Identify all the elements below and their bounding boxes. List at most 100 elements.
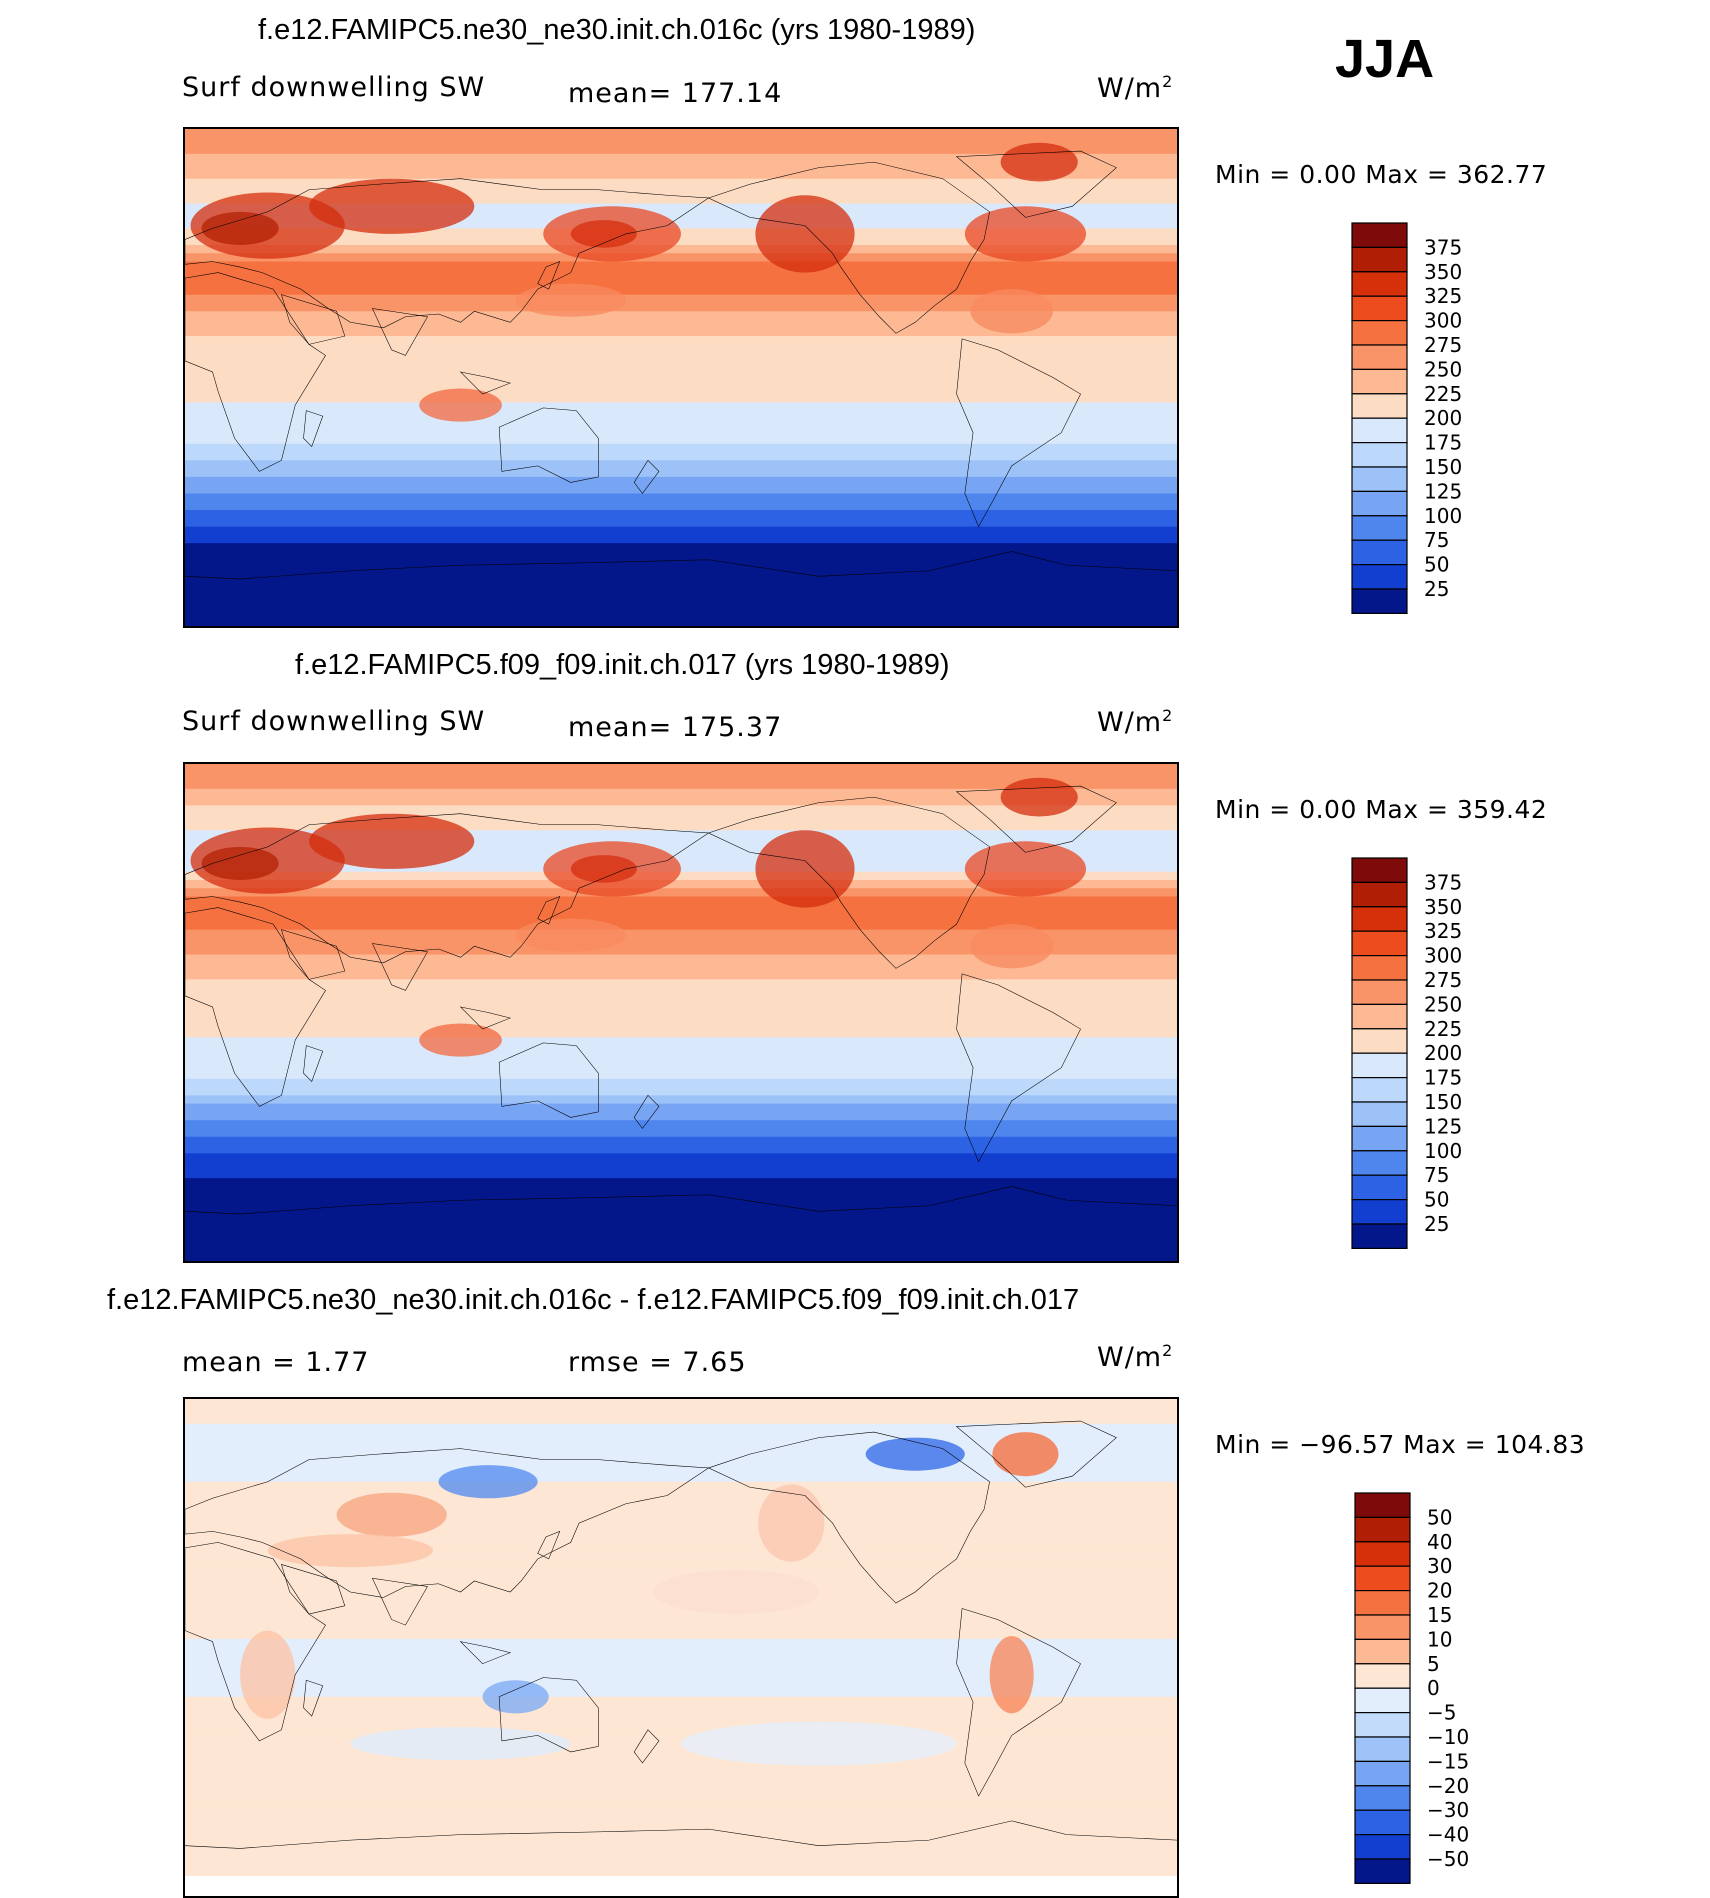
colorbar-cell [1351, 930, 1408, 957]
lat-band [185, 1721, 1177, 1731]
lat-band [185, 821, 1177, 831]
lat-band [185, 1415, 1177, 1425]
coastline [957, 974, 1081, 1162]
coastline [185, 1449, 709, 1598]
lat-band [185, 319, 1177, 329]
lat-band [185, 601, 1177, 610]
field-blob [482, 1680, 549, 1714]
colorbar-cell [1351, 564, 1408, 590]
field-blob [201, 846, 279, 880]
colorbar-tick-label: −30 [1427, 1798, 1469, 1822]
lat-band [185, 1211, 1177, 1221]
colorbar-tick-label: −5 [1427, 1701, 1456, 1725]
lat-band [185, 137, 1177, 147]
colorbar-cell [1351, 588, 1408, 614]
colorbar-tick-label: −15 [1427, 1749, 1469, 1773]
colorbar-tick-label: 150 [1424, 1090, 1462, 1114]
lat-band [185, 170, 1177, 180]
lat-band [185, 1746, 1177, 1756]
lat-band [185, 1020, 1177, 1030]
coastline [538, 262, 560, 290]
lat-band [185, 1070, 1177, 1080]
lat-band [185, 186, 1177, 196]
coastline [372, 943, 427, 990]
lat-band [185, 871, 1177, 881]
colorbar-cell [1354, 1492, 1411, 1518]
panel-1-minmax: Min = 0.00 Max = 362.77 [1215, 160, 1548, 189]
coastline [634, 1730, 659, 1763]
lat-band [185, 336, 1177, 345]
panel-2-title: f.e12.FAMIPC5.f09_f09.init.ch.017 (yrs 1… [295, 649, 950, 681]
lat-band [185, 1087, 1177, 1096]
lat-band [185, 1153, 1177, 1163]
lat-band [185, 863, 1177, 873]
colorbar-cell [1354, 1809, 1411, 1836]
colorbar-cell [1351, 319, 1408, 346]
lat-band [185, 236, 1177, 246]
lat-band [185, 427, 1177, 437]
colorbar-cell [1354, 1589, 1411, 1616]
lat-band [185, 946, 1177, 956]
coastline [185, 551, 1177, 579]
lat-band [185, 352, 1177, 362]
lat-band [185, 1622, 1177, 1632]
colorbar-cell [1354, 1712, 1411, 1738]
coastline [461, 372, 511, 394]
colorbar-tick-label: 350 [1424, 260, 1462, 284]
coastline [957, 339, 1081, 527]
lat-band [185, 178, 1177, 188]
coastline [281, 930, 344, 980]
lat-band [185, 1547, 1177, 1557]
lat-band [185, 904, 1177, 914]
lat-band [185, 302, 1177, 312]
lat-band [185, 1178, 1177, 1188]
panel-1-colorbar: 375 350 325 300 275 250 225 200 175 150 125 100 75 50… [1351, 222, 1512, 618]
field-blob [1000, 142, 1078, 182]
panel-2-variable-label: Surf downwelling SW [182, 706, 486, 737]
coastline [185, 179, 709, 328]
lat-band [185, 1523, 1177, 1532]
colorbar-cell [1351, 246, 1408, 273]
lat-band [185, 1227, 1177, 1237]
colorbar-tick-label: 50 [1424, 553, 1449, 577]
lat-band [185, 1012, 1177, 1022]
coastline [372, 1578, 427, 1625]
lat-band [185, 402, 1177, 412]
colorbar-tick-label: 25 [1424, 577, 1449, 601]
coastline [303, 411, 322, 447]
lat-band [185, 929, 1177, 939]
colorbar-tick-label: −40 [1427, 1823, 1469, 1847]
lat-band [185, 896, 1177, 906]
coastline [185, 1542, 326, 1741]
lat-band [185, 153, 1177, 163]
lat-band [185, 780, 1177, 790]
colorbar-tick-label: 325 [1424, 284, 1462, 308]
lat-band [185, 485, 1177, 495]
lat-band [185, 195, 1177, 205]
lat-band [185, 1169, 1177, 1179]
colorbar-cell [1354, 1541, 1411, 1567]
field-blob [570, 220, 637, 248]
colorbar-tick-label: 275 [1424, 333, 1462, 357]
lat-band [185, 1829, 1177, 1838]
field-blob [865, 1437, 965, 1471]
lat-band [185, 1862, 1177, 1872]
lat-band [185, 1796, 1177, 1805]
coastline [499, 408, 598, 483]
lat-band [185, 1779, 1177, 1789]
lat-band [185, 1506, 1177, 1516]
field-blob [309, 813, 475, 869]
colorbar-tick-label: 75 [1424, 528, 1449, 552]
colorbar-tick-label: 150 [1424, 455, 1462, 479]
coastline [957, 786, 1117, 852]
field-blob [1000, 777, 1078, 817]
coastline [538, 897, 560, 925]
lat-band [185, 1399, 1177, 1408]
colorbar-cell [1351, 1199, 1408, 1225]
lat-band [185, 1037, 1177, 1047]
lat-band [185, 244, 1177, 254]
colorbar-tick-label: 325 [1424, 919, 1462, 943]
coastline [709, 162, 990, 333]
field-blob [570, 855, 637, 883]
lat-band [185, 1671, 1177, 1681]
